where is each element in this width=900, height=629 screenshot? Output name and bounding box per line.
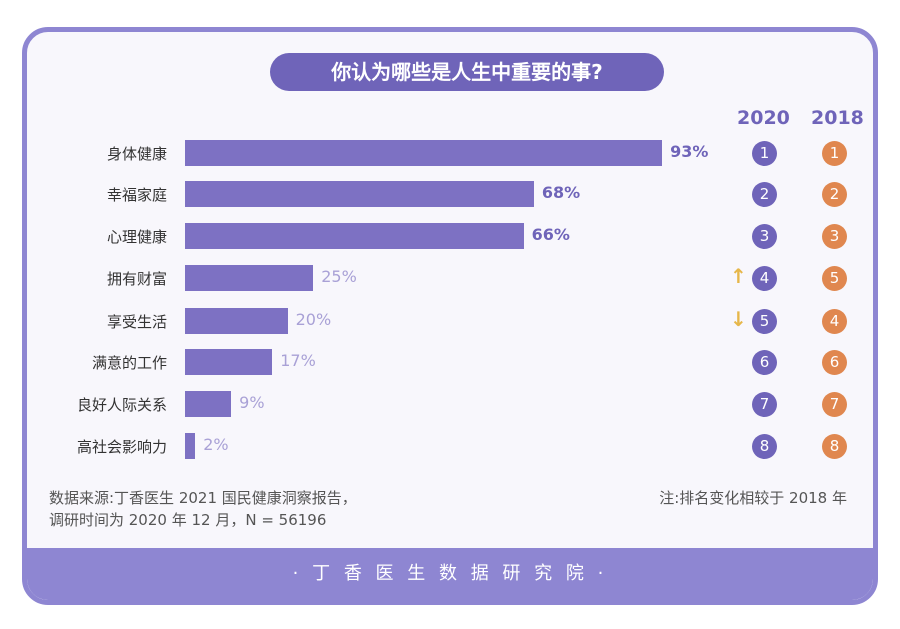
rank-2018-badge: 5 — [822, 266, 847, 291]
rank-2020-badge: 1 — [752, 141, 777, 166]
rank-2020-badge: 2 — [752, 182, 777, 207]
rank-2018-badge: 8 — [822, 434, 847, 459]
rank-2020-badge: 4 — [752, 266, 777, 291]
rank-2020-badge: 3 — [752, 224, 777, 249]
rank-2020-badge: 6 — [752, 350, 777, 375]
value-label: 17% — [280, 351, 316, 370]
bar — [185, 433, 196, 459]
rank-2018-badge: 2 — [822, 182, 847, 207]
source-line-1: 数据来源:丁香医生 2021 国民健康洞察报告， — [49, 489, 357, 507]
category-label: 满意的工作 — [91, 354, 167, 372]
rank-header-2018: 2018 — [811, 107, 864, 129]
source-line-2: 调研时间为 2020 年 12 月，N = 56196 — [49, 511, 327, 529]
category-label: 幸福家庭 — [106, 186, 167, 204]
bar — [185, 391, 232, 417]
rank-2020-badge: 8 — [752, 434, 777, 459]
bar — [185, 140, 663, 166]
category-label: 拥有财富 — [106, 270, 167, 288]
category-label: 身体健康 — [106, 145, 167, 163]
rank-2020-badge: 5 — [752, 309, 777, 334]
arrow-down-icon: ↓ — [730, 307, 747, 331]
value-label: 68% — [541, 183, 581, 202]
chart-title: 你认为哪些是人生中重要的事? — [270, 53, 664, 91]
value-label: 20% — [295, 310, 332, 329]
rank-2020-badge: 7 — [752, 392, 777, 417]
bar — [185, 181, 534, 207]
value-label: 9% — [239, 393, 265, 412]
rank-2018-badge: 6 — [822, 350, 847, 375]
rank-note: 注:排名变化相较于 2018 年 — [659, 489, 847, 507]
rank-2018-badge: 7 — [822, 392, 847, 417]
bar — [185, 265, 314, 291]
bar — [185, 349, 273, 375]
rank-2018-badge: 3 — [822, 224, 847, 249]
value-label: 2% — [203, 435, 229, 454]
value-label: 66% — [531, 225, 570, 244]
bar — [185, 223, 524, 249]
value-label: 93% — [670, 142, 709, 161]
rank-2018-badge: 4 — [822, 309, 847, 334]
bar — [185, 308, 288, 334]
category-label: 享受生活 — [106, 313, 167, 331]
arrow-up-icon: ↑ — [730, 264, 747, 288]
footer-banner: · 丁 香 医 生 数 据 研 究 院 · — [27, 548, 873, 600]
rank-2018-badge: 1 — [822, 141, 847, 166]
category-label: 心理健康 — [106, 228, 167, 246]
rank-header-2020: 2020 — [737, 107, 790, 129]
category-label: 良好人际关系 — [76, 396, 167, 414]
category-label: 高社会影响力 — [76, 438, 167, 456]
infographic-frame: 你认为哪些是人生中重要的事? 2020 2018 身体健康 93% 1 1 幸福家庭 68… — [22, 27, 878, 605]
value-label: 25% — [321, 267, 357, 286]
source-note: 数据来源:丁香医生 2021 国民健康洞察报告， 调研时间为 2020 年 12… — [49, 487, 357, 531]
